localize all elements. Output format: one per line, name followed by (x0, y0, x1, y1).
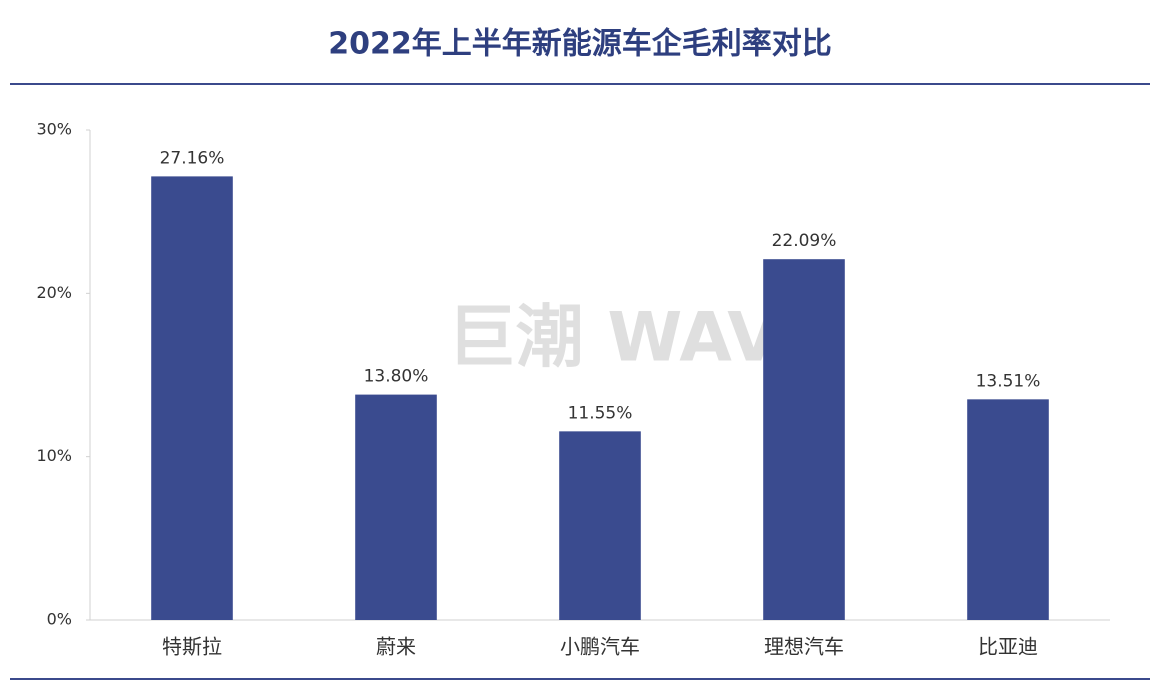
value-label: 13.51% (976, 371, 1041, 391)
bar (967, 399, 1049, 620)
y-tick-label: 30% (36, 120, 72, 139)
bar (763, 259, 845, 620)
value-label: 11.55% (568, 403, 633, 423)
value-label: 27.16% (160, 148, 225, 168)
bar (151, 176, 233, 621)
chart-title: 2022年上半年新能源车企毛利率对比 (328, 27, 832, 62)
bar (355, 394, 437, 620)
x-tick-label: 比亚迪 (978, 635, 1038, 659)
y-tick-label: 0% (47, 610, 72, 629)
x-tick-label: 蔚来 (376, 635, 416, 659)
bar (559, 431, 641, 620)
x-tick-label: 小鹏汽车 (560, 635, 640, 659)
value-label: 22.09% (772, 231, 837, 251)
x-tick-label: 理想汽车 (764, 635, 844, 659)
y-tick-label: 20% (36, 283, 72, 302)
y-tick-label: 10% (36, 446, 72, 465)
value-label: 13.80% (364, 367, 429, 387)
x-tick-label: 特斯拉 (162, 635, 222, 659)
